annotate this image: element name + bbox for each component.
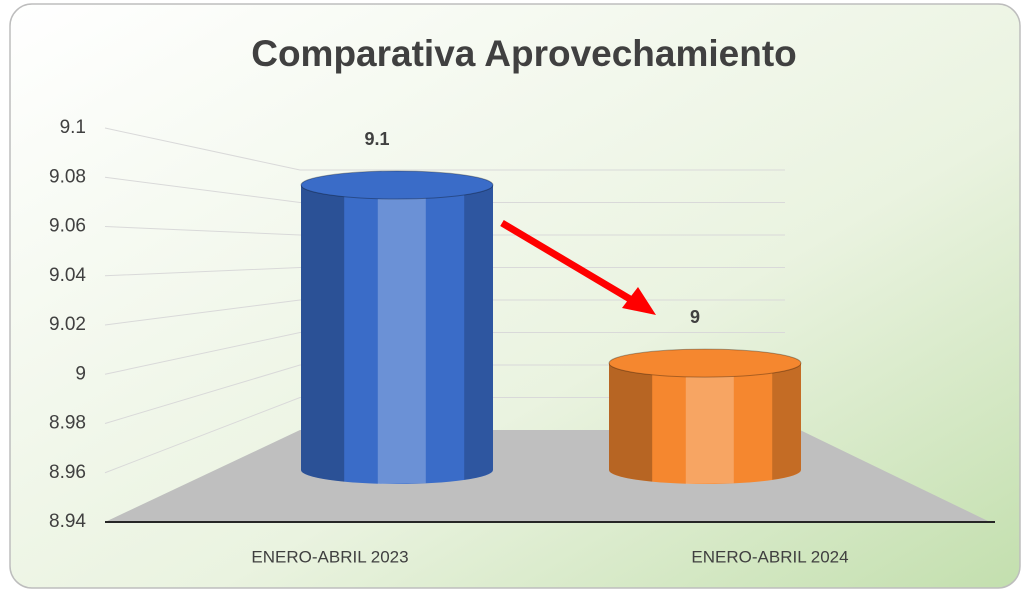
grid-line [104, 299, 785, 326]
y-tick-label: 8.98 [49, 413, 86, 434]
y-tick-label: 8.96 [49, 462, 86, 483]
y-tick-label: 9 [75, 363, 86, 384]
bar-highlight [685, 376, 734, 484]
trend-arrow [500, 219, 642, 309]
y-tick-label: 9.04 [49, 265, 86, 286]
value-label: 9 [690, 307, 700, 327]
x-tick-label: ENERO-ABRIL 2024 [691, 547, 848, 566]
bar-shade [464, 185, 493, 480]
bar-top [300, 170, 494, 200]
y-tick-label: 9.08 [49, 166, 86, 187]
value-label: 9.1 [364, 129, 389, 149]
trend-arrow-head [622, 287, 656, 315]
grid-line [104, 127, 785, 171]
grid-line [104, 226, 785, 236]
bar-shade [609, 363, 653, 482]
x-tick-label: ENERO-ABRIL 2023 [251, 547, 408, 566]
chart-title: Comparativa Aprovechamiento [251, 33, 797, 74]
bar-shade [772, 363, 801, 480]
grid-line [104, 267, 785, 277]
y-tick-label: 9.1 [60, 117, 86, 138]
bar-highlight [377, 198, 426, 485]
bar-shade [301, 185, 345, 482]
y-tick-label: 8.94 [49, 511, 86, 532]
y-tick-label: 9.02 [49, 314, 86, 335]
grid-line [104, 176, 785, 203]
y-tick-label: 9.06 [49, 216, 86, 237]
bar [301, 185, 493, 484]
bar-top [608, 348, 802, 378]
grid-line [104, 332, 785, 375]
bar [609, 363, 801, 484]
